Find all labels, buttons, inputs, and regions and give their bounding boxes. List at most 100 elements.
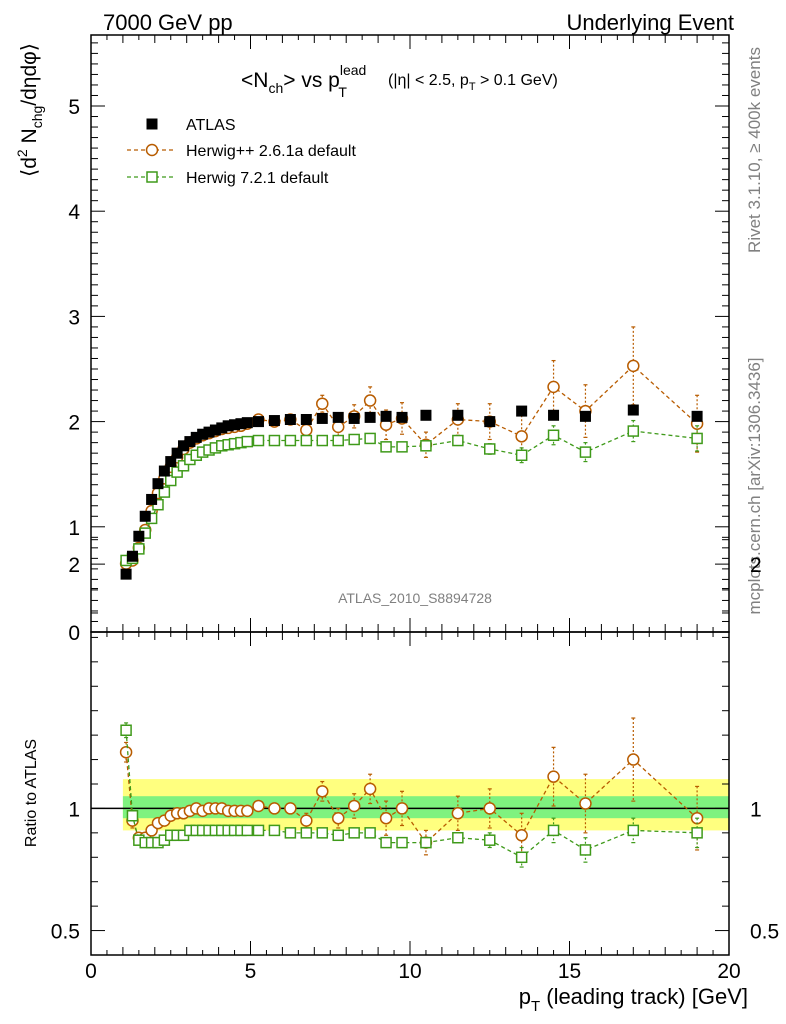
data-point [316,827,329,839]
data-point [171,466,183,478]
y-tick-label-main: 1 [68,517,80,540]
data-point [316,412,328,424]
data-point [229,419,241,431]
data-point [252,824,265,837]
y-tick-label-main: 3 [68,306,80,329]
series-atlas [120,404,703,580]
data-point [515,829,528,842]
title-cut-a: (|η| < 2.5, p [388,72,469,89]
data-point [268,434,281,447]
ratio-series [119,717,704,868]
main-ticks: 0 1 2 3 4 5 [68,35,730,645]
data-point [348,433,360,446]
data-point [579,446,592,458]
data-point [120,724,132,736]
data-point [235,418,247,430]
ratio-herwigpp [119,717,704,858]
header-left: 7000 GeV pp [103,10,233,35]
x-tick-label: 20 [717,960,740,983]
data-point [316,397,329,410]
y-tick-label-main: 0 [68,622,80,645]
data-point [268,415,280,427]
data-point [268,824,281,837]
data-point [627,404,639,416]
data-point [452,409,464,421]
legend-item: Herwig 7.2.1 default [127,170,329,187]
data-point [547,770,560,783]
plot-title: <Nch> vs plead T (|η| < 2.5, pT > 0.1 GeV… [241,62,558,100]
data-point [627,753,640,766]
legend-label: Herwig++ 2.6.1a default [186,143,356,160]
data-point [348,412,360,424]
data-point [120,568,132,580]
data-point [515,449,528,462]
y-tick-label-ratio: 2 [68,554,80,577]
data-point [516,405,528,417]
y-tick-label-ratio-right: 2 [750,554,762,577]
legend-item: Herwig++ 2.6.1a default [127,143,356,160]
data-point [216,422,228,434]
main-panel: 0 1 2 3 4 5 [68,34,730,645]
x-tick-label: 15 [558,960,581,983]
mcplots-label: mcplots.cern.ch [arXiv:1306.3436] [745,357,764,614]
title-lead-sub: T [338,84,347,100]
data-point [452,831,464,844]
data-point [158,486,171,498]
data-point [332,434,344,447]
ylabel-a: ⟨d [18,157,41,177]
data-point [165,456,177,468]
xlabel-sub: T [531,998,540,1015]
data-point [420,836,432,849]
data-point [627,425,640,437]
data-point [209,424,221,436]
main-series [119,326,704,580]
data-point [284,802,297,815]
data-point [133,530,145,542]
data-point [126,550,138,562]
data-point [241,824,254,837]
data-point [171,447,183,459]
data-point [484,416,496,428]
data-point [241,417,253,429]
data-point [420,440,432,452]
y-tick-label-ratio-right: 0.5 [750,921,779,944]
data-point [146,118,158,130]
data-point [146,171,158,183]
series-line [125,364,698,565]
rivet-label: Rivet 3.1.10, ≥ 400k events [745,47,764,253]
data-point [347,799,361,813]
data-point [158,465,170,477]
data-point [380,410,392,422]
data-point [145,143,159,157]
data-point [396,411,408,423]
data-point [184,436,196,448]
y-tick-label-main: 4 [68,201,80,224]
y-tick-label-ratio: 0.5 [51,921,80,944]
legend-label: Herwig 7.2.1 default [186,170,329,187]
y-tick-label-ratio: 1 [68,798,80,821]
data-point [396,836,408,849]
data-point [348,827,360,839]
data-point [364,411,376,423]
data-point [548,409,560,421]
legend-item: ATLAS [146,117,236,134]
data-point [380,441,392,453]
data-point [332,411,344,423]
title-cut-b: > 0.1 GeV) [476,72,558,89]
data-point [252,434,265,447]
data-point [241,804,254,818]
x-tick-label: 10 [398,960,421,983]
data-point [300,814,313,827]
data-point [547,429,560,442]
ylabel-c: /dηdφ⟩ [18,43,41,106]
data-point [300,413,312,425]
data-point [379,811,393,825]
data-point [331,811,345,825]
legend-label: ATLAS [186,117,236,134]
data-point [252,799,265,813]
data-point [316,785,329,798]
data-point [222,420,234,432]
data-point [165,474,177,487]
data-point [241,435,254,448]
